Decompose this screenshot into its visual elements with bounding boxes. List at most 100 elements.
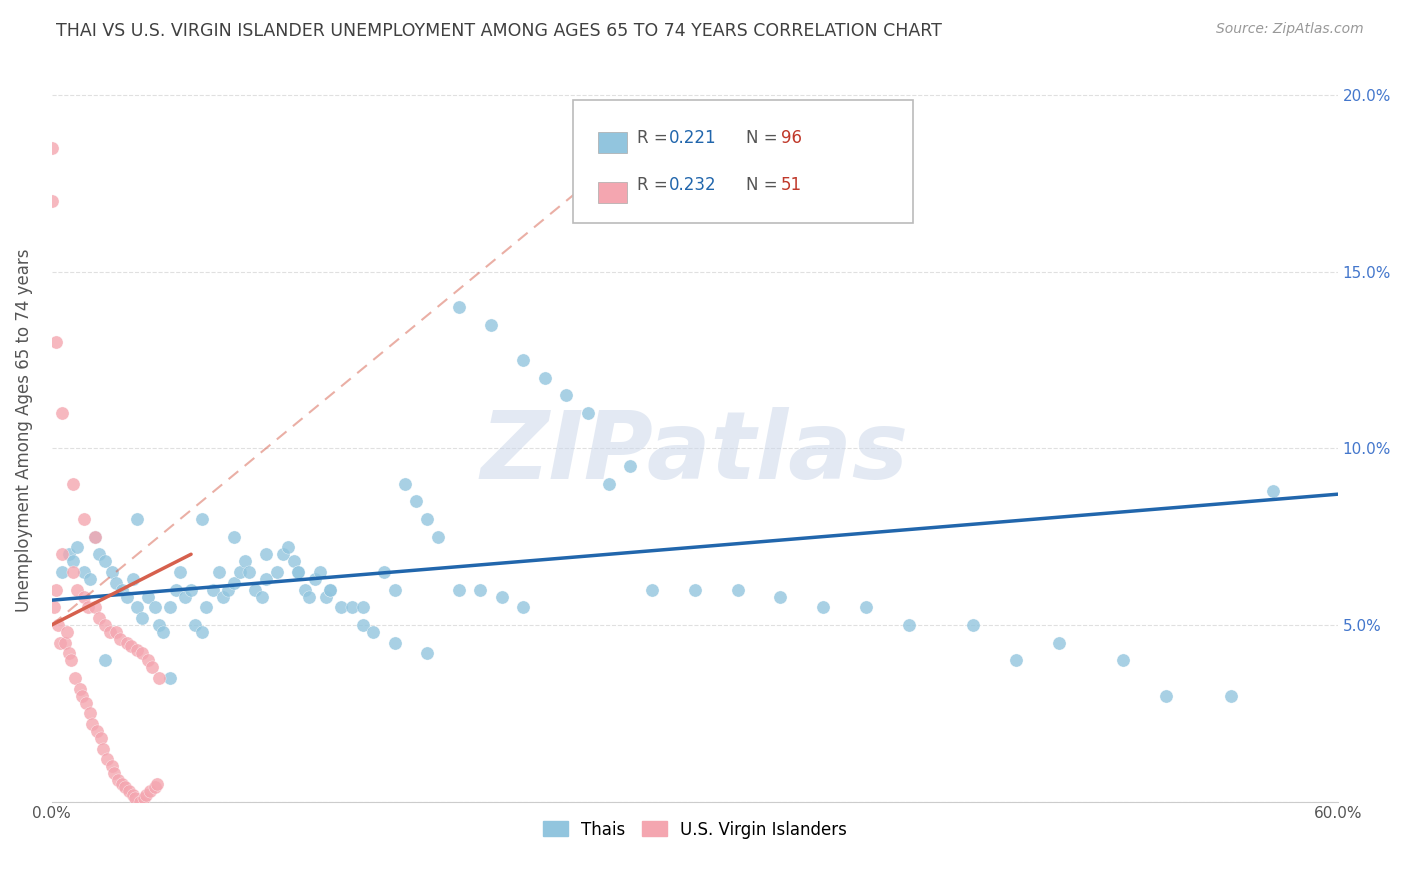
Point — [131, 646, 153, 660]
Point — [962, 618, 984, 632]
Point — [111, 777, 134, 791]
Point — [208, 565, 231, 579]
Point — [271, 547, 294, 561]
Point — [62, 565, 84, 579]
Point — [100, 565, 122, 579]
Point — [283, 554, 305, 568]
Point — [384, 582, 406, 597]
Point — [479, 318, 502, 332]
Point — [641, 582, 664, 597]
Y-axis label: Unemployment Among Ages 65 to 74 years: Unemployment Among Ages 65 to 74 years — [15, 249, 32, 612]
Point — [136, 653, 159, 667]
Point — [361, 624, 384, 639]
Point — [1219, 689, 1241, 703]
Point — [77, 600, 100, 615]
Point — [148, 618, 170, 632]
Point — [855, 600, 877, 615]
Point — [266, 565, 288, 579]
Point — [107, 773, 129, 788]
Point — [555, 388, 578, 402]
Point — [394, 476, 416, 491]
Point — [683, 582, 706, 597]
Point — [217, 582, 239, 597]
Point — [46, 618, 69, 632]
Point — [105, 575, 128, 590]
Point — [83, 530, 105, 544]
Point — [49, 635, 72, 649]
Point — [111, 582, 134, 597]
Point — [287, 565, 309, 579]
Text: ZIPatlas: ZIPatlas — [481, 407, 908, 499]
Point — [491, 590, 513, 604]
Point — [165, 582, 187, 597]
Point — [159, 671, 181, 685]
Point — [813, 600, 835, 615]
Point — [83, 530, 105, 544]
Point — [87, 547, 110, 561]
Point — [384, 635, 406, 649]
Point — [105, 624, 128, 639]
Text: 0.221: 0.221 — [669, 129, 717, 147]
Point — [447, 300, 470, 314]
Point — [87, 611, 110, 625]
Point — [98, 624, 121, 639]
Point — [159, 600, 181, 615]
Point — [73, 512, 96, 526]
Point — [110, 632, 132, 646]
Point — [70, 689, 93, 703]
Point — [619, 458, 641, 473]
Point — [58, 646, 80, 660]
Point — [58, 547, 80, 561]
Point — [122, 788, 145, 802]
Text: Source: ZipAtlas.com: Source: ZipAtlas.com — [1216, 22, 1364, 37]
Point — [1047, 635, 1070, 649]
Point — [191, 512, 214, 526]
Point — [79, 706, 101, 721]
Point — [103, 766, 125, 780]
Point — [373, 565, 395, 579]
Point — [127, 512, 149, 526]
Point — [100, 759, 122, 773]
Point — [60, 653, 83, 667]
Point — [229, 565, 252, 579]
Point — [222, 530, 245, 544]
Point — [352, 600, 374, 615]
Point — [1112, 653, 1135, 667]
Point — [69, 681, 91, 696]
Point — [122, 572, 145, 586]
Point — [51, 406, 73, 420]
Point — [62, 554, 84, 568]
Point — [115, 590, 138, 604]
Point — [65, 671, 87, 685]
Point — [512, 353, 534, 368]
Point — [180, 582, 202, 597]
Point — [254, 572, 277, 586]
Point — [41, 141, 63, 155]
Point — [304, 572, 326, 586]
Point — [91, 741, 114, 756]
Point — [148, 671, 170, 685]
Point — [94, 554, 117, 568]
Point — [405, 494, 427, 508]
Point — [96, 752, 118, 766]
Point — [115, 635, 138, 649]
Point — [45, 335, 67, 350]
Point — [79, 572, 101, 586]
Point — [82, 716, 104, 731]
Text: R =: R = — [637, 177, 673, 194]
Point — [250, 590, 273, 604]
Point — [191, 624, 214, 639]
FancyBboxPatch shape — [572, 101, 914, 223]
Point — [51, 547, 73, 561]
Point — [308, 565, 330, 579]
Point — [1263, 483, 1285, 498]
Point — [245, 582, 267, 597]
Point — [222, 575, 245, 590]
Point — [73, 590, 96, 604]
Point — [173, 590, 195, 604]
Point — [447, 582, 470, 597]
Point — [254, 547, 277, 561]
Point — [201, 582, 224, 597]
Point — [51, 565, 73, 579]
Point — [83, 600, 105, 615]
